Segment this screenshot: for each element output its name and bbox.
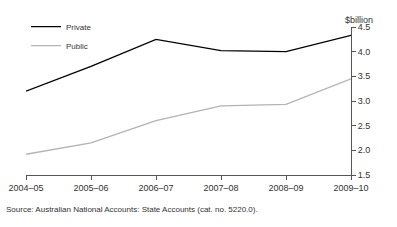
svg-text:2009–10: 2009–10 [333,183,368,193]
svg-text:3.0: 3.0 [358,96,371,106]
svg-text:4.0: 4.0 [358,47,371,57]
svg-text:2005–06: 2005–06 [73,183,108,193]
svg-text:4.5: 4.5 [358,22,371,32]
svg-text:Source: Australian National Ac: Source: Australian National Accounts: St… [6,205,258,214]
svg-text:2004–05: 2004–05 [8,183,43,193]
svg-text:$billion: $billion [345,15,373,25]
svg-text:Public: Public [66,42,88,51]
svg-text:Private: Private [66,23,91,32]
svg-text:2008–09: 2008–09 [268,183,303,193]
svg-text:2.5: 2.5 [358,121,371,131]
svg-text:1.5: 1.5 [358,170,371,180]
svg-text:2.0: 2.0 [358,145,371,155]
svg-text:3.5: 3.5 [358,71,371,81]
svg-text:2007–08: 2007–08 [203,183,238,193]
svg-text:2006–07: 2006–07 [138,183,173,193]
